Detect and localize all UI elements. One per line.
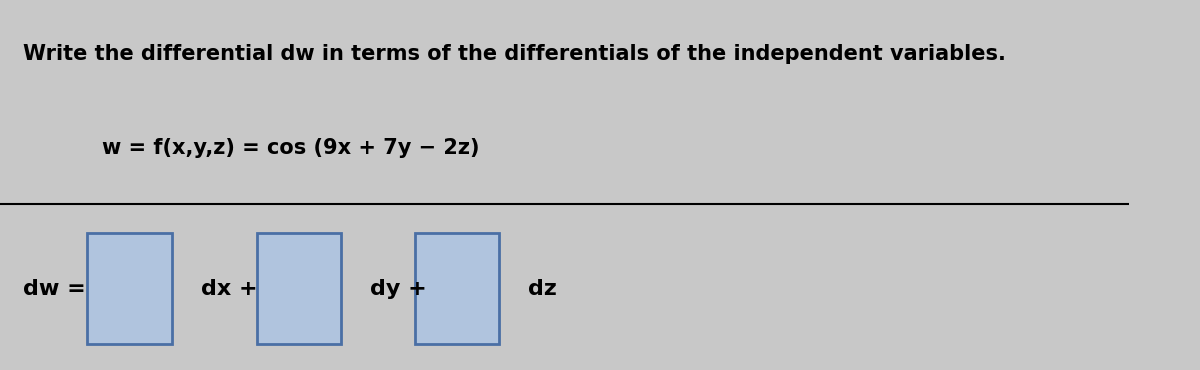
Text: Write the differential dw in terms of the differentials of the independent varia: Write the differential dw in terms of th… xyxy=(23,44,1006,64)
Text: w = f(x,y,z) = cos (9x + 7y − 2z): w = f(x,y,z) = cos (9x + 7y − 2z) xyxy=(102,138,479,158)
Text: dw =: dw = xyxy=(23,279,94,299)
FancyBboxPatch shape xyxy=(415,233,499,344)
FancyBboxPatch shape xyxy=(88,233,172,344)
Text: dx +: dx + xyxy=(200,279,258,299)
Text: dz: dz xyxy=(528,279,557,299)
Text: dy +: dy + xyxy=(370,279,427,299)
FancyBboxPatch shape xyxy=(257,233,341,344)
